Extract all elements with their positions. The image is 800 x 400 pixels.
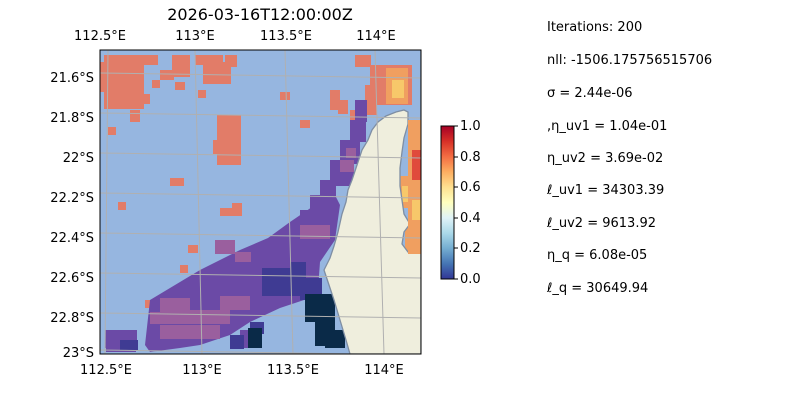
map-axes bbox=[100, 50, 421, 354]
latitude-tick-label: 22.4°S bbox=[50, 231, 94, 246]
map-frame bbox=[99, 49, 422, 355]
colorbar-gradient bbox=[440, 125, 455, 280]
param-sigma: σ = 2.44e-06 bbox=[547, 86, 633, 101]
latitude-tick-label: 23°S bbox=[63, 346, 94, 361]
top-longitude-ticks: 112.5°E 113°E 113.5°E 114°E bbox=[74, 29, 396, 44]
param-ell-q: ℓ_q = 30649.94 bbox=[547, 281, 649, 296]
top-tick-label: 112.5°E bbox=[74, 29, 126, 44]
colorbar-tick-label: 1.0 bbox=[460, 119, 481, 134]
param-eta-uv2: η_uv2 = 3.69e-02 bbox=[547, 151, 664, 166]
field-cells-indigo bbox=[120, 262, 322, 350]
top-tick-label: 113°E bbox=[175, 29, 215, 44]
param-eta-q: η_q = 6.08e-05 bbox=[547, 248, 648, 263]
latitude-tick-label: 21.6°S bbox=[50, 71, 94, 86]
colorbar: 0.0 0.2 0.4 0.6 0.8 1.0 bbox=[440, 119, 481, 287]
bottom-tick-label: 114°E bbox=[364, 363, 404, 378]
latitude-ticks: 21.6°S 21.8°S 22°S 22.2°S 22.4°S 22.6°S … bbox=[50, 71, 94, 361]
param-ell-uv1: ℓ_uv1 = 34303.39 bbox=[547, 183, 665, 198]
bottom-tick-label: 113°E bbox=[182, 363, 222, 378]
param-ell-uv2: ℓ_uv2 = 9613.92 bbox=[547, 216, 656, 231]
colorbar-tick-label: 0.8 bbox=[460, 150, 481, 165]
colorbar-tick-label: 0.4 bbox=[460, 211, 481, 226]
top-tick-label: 113.5°E bbox=[260, 29, 312, 44]
bottom-tick-label: 112.5°E bbox=[80, 363, 132, 378]
param-eta-uv1: ,η_uv1 = 1.04e-01 bbox=[547, 119, 668, 134]
colorbar-tick-label: 0.0 bbox=[460, 272, 481, 287]
latitude-tick-label: 21.8°S bbox=[50, 111, 94, 126]
latitude-tick-label: 22.2°S bbox=[50, 191, 94, 206]
field-cells-navy bbox=[248, 294, 345, 348]
param-iterations: Iterations: 200 bbox=[547, 20, 643, 35]
colorbar-tick-label: 0.6 bbox=[460, 180, 481, 195]
map-title: 2026-03-16T12:00:00Z bbox=[167, 5, 353, 24]
land-strip-east bbox=[408, 120, 421, 254]
bottom-longitude-ticks: 112.5°E 113°E 113.5°E 114°E bbox=[80, 363, 404, 378]
latitude-tick-label: 22.6°S bbox=[50, 271, 94, 286]
field-cells-mauve bbox=[150, 148, 356, 339]
latitude-tick-label: 22°S bbox=[63, 151, 94, 166]
latitude-tick-label: 22.8°S bbox=[50, 311, 94, 326]
colorbar-tick-label: 0.2 bbox=[460, 241, 481, 256]
top-tick-label: 114°E bbox=[356, 29, 396, 44]
param-nll: nll: -1506.175756515706 bbox=[547, 53, 713, 68]
bottom-tick-label: 113.5°E bbox=[267, 363, 319, 378]
graticule bbox=[100, 50, 421, 354]
